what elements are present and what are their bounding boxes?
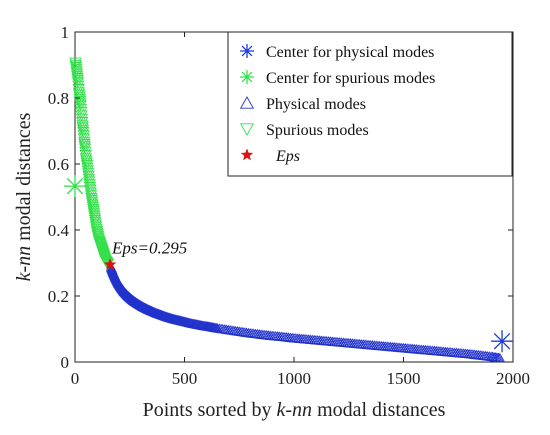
- x-axis-label-post: modal distances: [312, 399, 446, 421]
- spurious-mode-point: [74, 103, 88, 115]
- spurious-mode-point: [71, 75, 84, 87]
- legend-label-center-spurious: Center for spurious modes: [266, 70, 435, 87]
- legend-marker-center-spurious: [240, 70, 254, 84]
- y-tick-label: 0: [61, 353, 70, 372]
- spurious-mode-point: [77, 126, 90, 138]
- spurious-mode-point: [84, 187, 97, 199]
- legend-label-spurious: Spurious modes: [266, 122, 369, 139]
- x-tick-label: 1000: [277, 369, 311, 388]
- spurious-mode-point: [78, 143, 92, 155]
- y-axis-label-em: k-nn: [13, 246, 35, 282]
- spurious-mode-point: [75, 113, 89, 125]
- y-tick-label: 0.6: [48, 155, 69, 174]
- legend-box: [227, 31, 513, 177]
- spurious-mode-point: [72, 84, 85, 96]
- spurious-mode-point: [77, 130, 90, 142]
- spurious-mode-point: [74, 98, 87, 110]
- spurious-mode-point: [83, 176, 96, 188]
- spurious-mode-point: [82, 173, 96, 185]
- y-tick-label: 0.2: [48, 287, 69, 306]
- center-physical-marker: [491, 330, 514, 353]
- spurious-mode-point: [80, 159, 94, 171]
- annotation-eps: Eps=0.295: [111, 239, 187, 258]
- eps-marker: [103, 257, 117, 271]
- legend-label-center-physical: Center for physical modes: [266, 44, 434, 61]
- spurious-mode-point: [74, 100, 87, 112]
- y-axis-label: k-nn modal distances: [13, 112, 35, 281]
- spurious-mode-point: [79, 150, 92, 162]
- x-axis-label-pre: Points sorted by: [143, 399, 277, 421]
- center-spurious-marker: [64, 175, 86, 198]
- legend-marker-spurious: [239, 123, 255, 136]
- spurious-mode-point: [83, 179, 96, 191]
- legend-marker-physical: [239, 96, 255, 109]
- legend: Center for physical modes Center for spu…: [227, 31, 513, 177]
- spurious-mode-point: [75, 110, 88, 122]
- spurious-mode-point: [90, 223, 103, 235]
- spurious-mode-point: [75, 107, 88, 119]
- spurious-mode-point: [76, 124, 90, 136]
- spurious-mode-point: [77, 133, 91, 145]
- legend-label-physical: Physical modes: [266, 96, 366, 113]
- spurious-mode-point: [82, 170, 95, 182]
- legend-marker-eps: [240, 148, 254, 161]
- y-tick-label: 0.4: [48, 221, 70, 240]
- spurious-mode-point: [81, 165, 94, 177]
- x-tick-label: 1500: [387, 369, 421, 388]
- x-tick-label: 2000: [496, 369, 530, 388]
- points-layer: [69, 57, 506, 363]
- legend-markers: [239, 44, 255, 161]
- physical-mode-point: [494, 352, 506, 363]
- y-tick-label: 1: [61, 23, 70, 42]
- spurious-mode-point: [71, 77, 85, 89]
- spurious-mode-point: [81, 162, 94, 174]
- x-tick-label: 500: [172, 369, 198, 388]
- centers-layer: [64, 175, 514, 353]
- x-tick-label: 0: [71, 369, 80, 388]
- spurious-mode-point: [78, 141, 91, 153]
- spurious-mode-point: [81, 168, 95, 180]
- x-axis-label-em: k-nn: [277, 399, 313, 421]
- x-axis-label: Points sorted by k-nn modal distances: [143, 399, 446, 421]
- legend-label-eps: Eps: [275, 148, 300, 165]
- legend-marker-center-physical: [240, 44, 254, 58]
- spurious-mode-point: [79, 146, 92, 158]
- spurious-mode-point: [83, 181, 97, 193]
- y-tick-label: 0.8: [48, 89, 69, 108]
- spurious-mode-point: [84, 184, 97, 196]
- spurious-mode-point: [72, 80, 85, 92]
- y-axis-label-post: modal distances: [13, 112, 35, 246]
- spurious-mode-point: [75, 117, 89, 129]
